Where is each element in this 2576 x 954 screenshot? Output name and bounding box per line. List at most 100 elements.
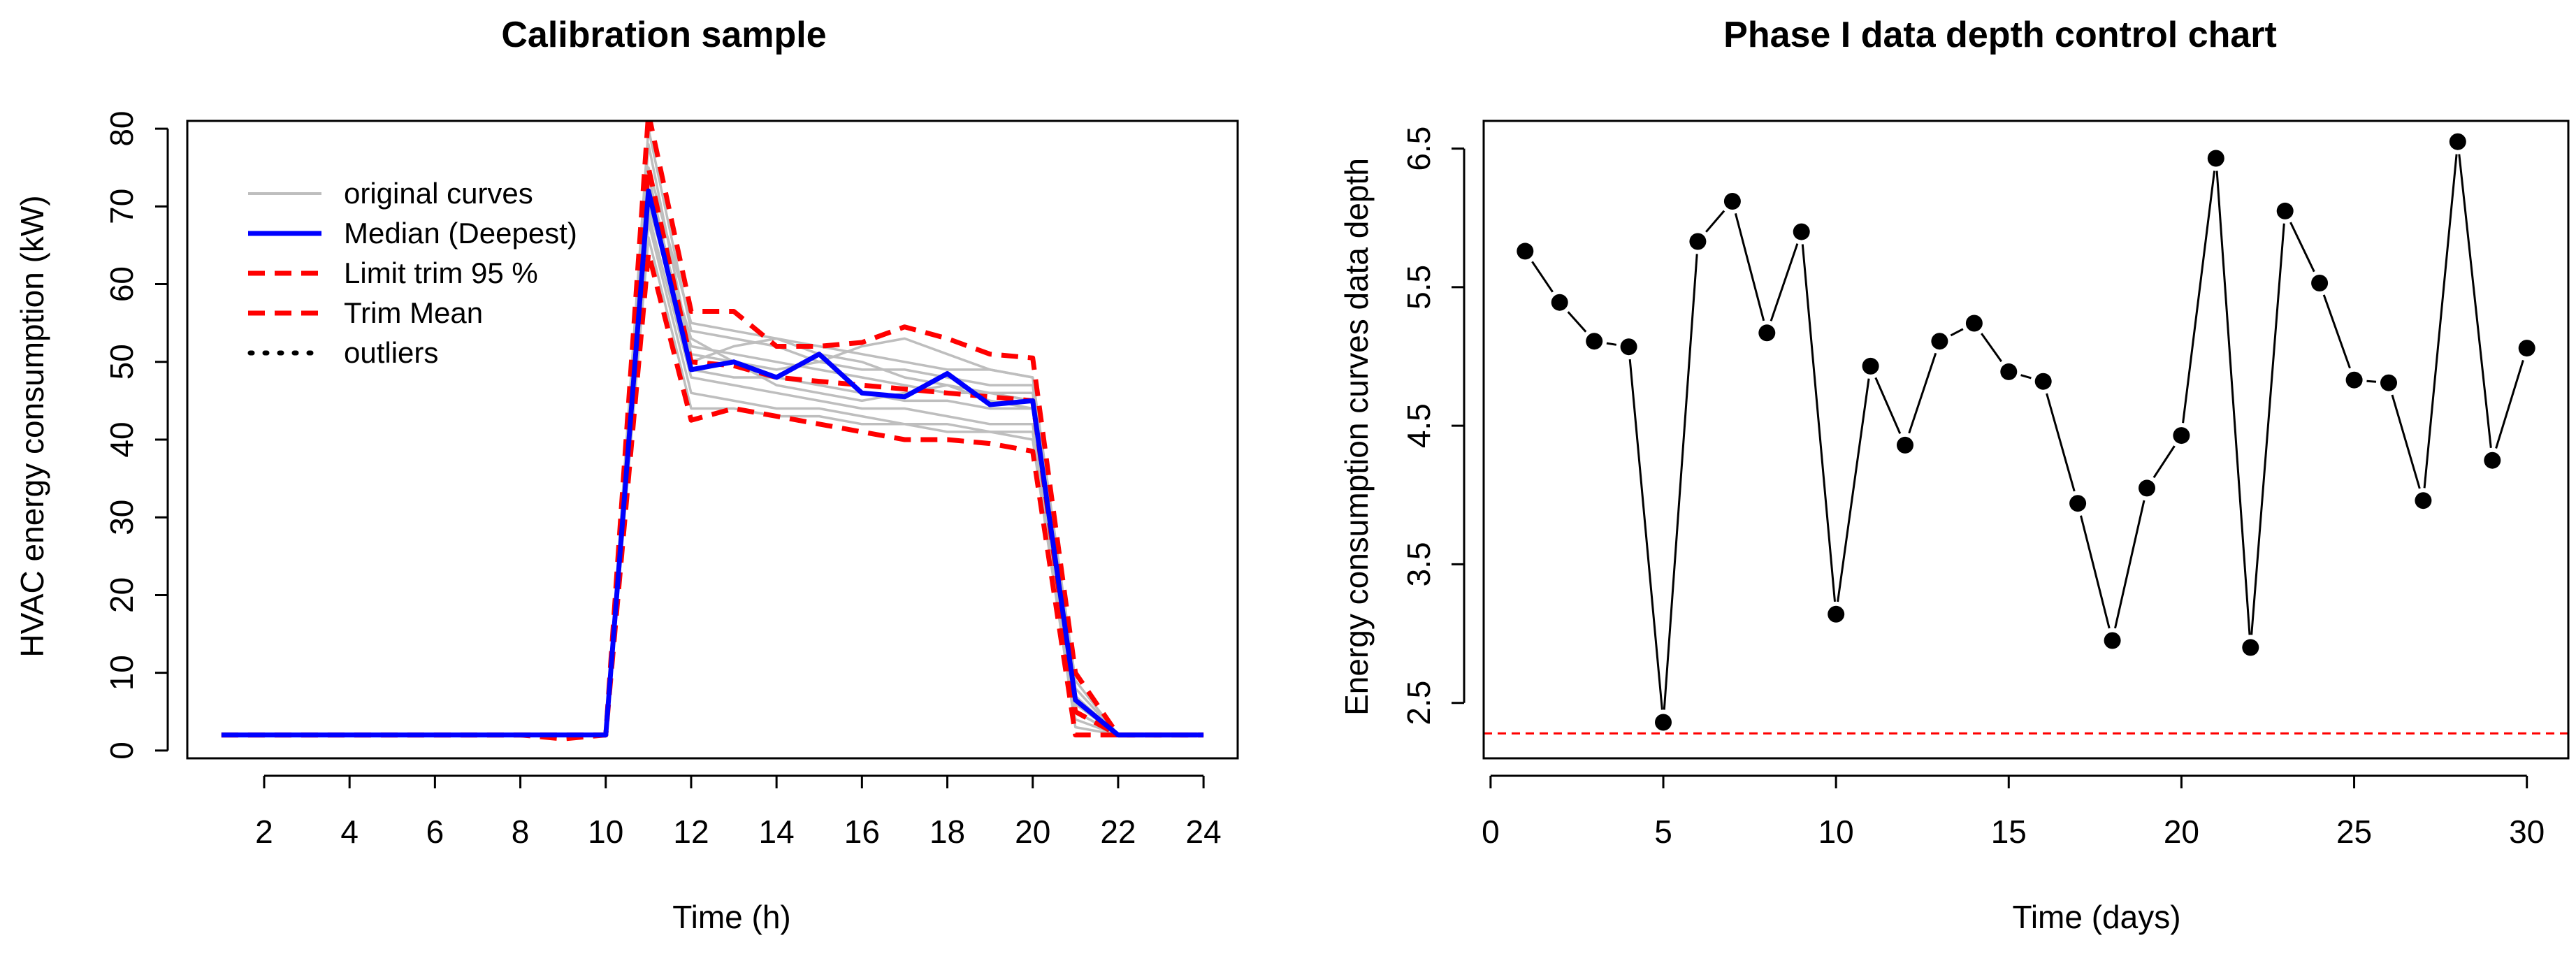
y-tick-label: 4.5 <box>1401 403 1437 448</box>
series-segment <box>1770 243 1799 321</box>
data-point-day-30 <box>2518 340 2535 357</box>
series-segment <box>1950 328 1964 337</box>
x-tick-label: 0 <box>1482 814 1500 850</box>
series-segment <box>1663 254 1698 710</box>
legend-entry-median: Median (Deepest) <box>248 217 577 250</box>
data-point-day-19 <box>2139 479 2155 497</box>
x-axis-label: Time (days) <box>2012 899 2180 935</box>
series-segment <box>2322 294 2351 369</box>
y-axis-label: HVAC energy consumption (kW) <box>14 195 50 657</box>
legend-label: Trim Mean <box>344 296 483 329</box>
x-tick-label: 10 <box>1818 814 1854 850</box>
y-tick-label: 80 <box>103 111 140 147</box>
legend-entry-trim-mean: Trim Mean <box>248 296 483 329</box>
series-segment <box>1734 213 1765 321</box>
series-segment <box>2080 515 2111 629</box>
plot-frame <box>186 120 1239 760</box>
x-tick-label: 25 <box>2336 814 2372 850</box>
series-line-median-deepest <box>221 188 1204 738</box>
series-segment <box>2250 223 2285 635</box>
data-point-day-10 <box>1828 605 1845 623</box>
data-point-day-4 <box>1620 338 1637 356</box>
x-tick-label: 12 <box>673 814 709 850</box>
y-tick-label: 60 <box>103 266 140 302</box>
legend-label: original curves <box>344 177 533 210</box>
legend-entry-outliers: outliers <box>247 336 438 369</box>
y-tick-label: 50 <box>103 344 140 380</box>
y-tick-label: 30 <box>103 500 140 535</box>
series-segment <box>2366 380 2377 383</box>
data-point-day-5 <box>1655 714 1672 731</box>
x-tick-label: 4 <box>340 814 359 850</box>
phase-i-control-chart: Phase I data depth control chart Time (d… <box>1338 15 2570 935</box>
x-tick-label: 2 <box>255 814 273 850</box>
data-point-day-29 <box>2484 451 2501 469</box>
x-axis-label: Time (h) <box>672 899 791 935</box>
axes: 0 5 10 15 20 25 30 2.5 3.5 4.5 5.5 6.5 <box>1401 127 2545 850</box>
data-point-day-21 <box>2207 150 2224 167</box>
data-point-day-8 <box>1758 324 1776 342</box>
series-segment <box>2046 393 2076 492</box>
series-segment <box>2423 154 2458 489</box>
data-point-day-28 <box>2449 133 2466 150</box>
series-segment <box>1908 352 1937 434</box>
data-point-day-20 <box>2173 427 2190 445</box>
y-axis-label: Energy consumption curves data depth <box>1338 158 1375 716</box>
y-tick-label: 40 <box>103 421 140 457</box>
x-tick-label: 8 <box>512 814 530 850</box>
series-segment <box>1705 210 1725 233</box>
legend-label: outliers <box>344 336 438 369</box>
x-tick-label: 15 <box>1991 814 2027 850</box>
series-segment <box>2152 445 2176 479</box>
plot-lines <box>1531 154 2524 710</box>
data-point-day-15 <box>2000 363 2018 380</box>
x-tick-label: 18 <box>929 814 965 850</box>
y-tick-label: 10 <box>103 655 140 691</box>
data-point-day-11 <box>1862 357 1879 375</box>
series-segment <box>2289 222 2315 273</box>
x-tick-label: 30 <box>2509 814 2545 850</box>
x-tick-label: 20 <box>2164 814 2199 850</box>
legend-label: Limit trim 95 % <box>344 256 538 289</box>
data-point-day-24 <box>2311 275 2329 291</box>
series-segment <box>1606 342 1617 346</box>
data-point-day-3 <box>1586 333 1603 350</box>
data-point-day-27 <box>2415 492 2432 509</box>
series-line-trim-mean <box>221 165 1204 738</box>
series-segment <box>1567 311 1587 333</box>
data-point-day-2 <box>1551 294 1568 311</box>
series-line-original-curve <box>221 166 1204 737</box>
x-tick-label: 5 <box>1654 814 1672 850</box>
data-point-day-23 <box>2276 202 2294 219</box>
data-point-day-1 <box>1517 243 1534 260</box>
plot-frame <box>1482 120 2570 760</box>
data-point-day-13 <box>1931 333 1948 350</box>
series-segment <box>2215 171 2251 635</box>
x-tick-label: 14 <box>759 814 795 850</box>
series-segment <box>1874 377 1902 435</box>
series-segment <box>2020 374 2032 380</box>
series-segment <box>1837 378 1870 602</box>
series-line-original-curve <box>221 212 1204 737</box>
y-tick-label: 5.5 <box>1401 265 1437 310</box>
data-point-day-14 <box>1965 315 1983 332</box>
legend: original curves Median (Deepest) Limit t… <box>247 177 577 369</box>
y-tick-label: 0 <box>103 742 140 760</box>
series-segment <box>2458 154 2492 448</box>
series-segment <box>1628 359 1663 710</box>
y-tick-label: 20 <box>103 577 140 613</box>
data-point-day-7 <box>1723 193 1741 210</box>
plot-lines <box>221 121 1204 742</box>
y-tick-label: 70 <box>103 189 140 224</box>
series-segment <box>2114 500 2146 629</box>
data-point-day-26 <box>2380 374 2397 391</box>
x-tick-label: 10 <box>588 814 623 850</box>
legend-label: Median (Deepest) <box>344 217 577 250</box>
chart-title: Calibration sample <box>501 15 826 55</box>
series-segment <box>1801 244 1836 602</box>
y-tick-label: 6.5 <box>1401 127 1437 171</box>
y-tick-label: 2.5 <box>1401 681 1437 725</box>
data-point-day-22 <box>2242 639 2259 656</box>
